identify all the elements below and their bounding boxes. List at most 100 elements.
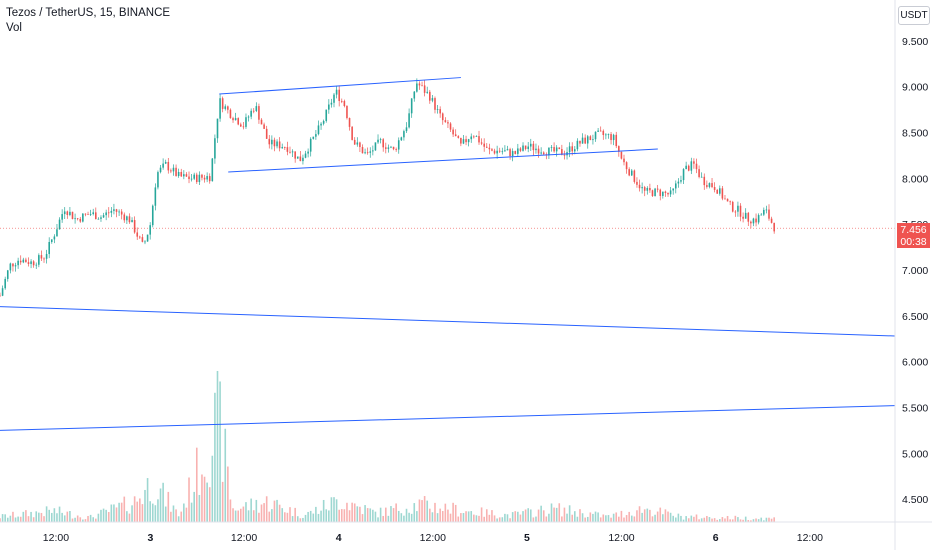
candle-body — [265, 128, 268, 139]
volume-bar — [643, 509, 646, 522]
volume-bar — [45, 506, 48, 522]
candle-body — [599, 130, 602, 132]
candle-body — [757, 215, 760, 223]
candle-body — [159, 167, 162, 173]
volume-bar — [537, 509, 540, 522]
candle-body — [462, 139, 465, 144]
candle-body — [682, 169, 685, 181]
volume-bar — [126, 511, 128, 522]
candle-body — [382, 139, 385, 148]
candle-body — [517, 148, 519, 154]
candle-body — [144, 241, 146, 243]
candle-body — [592, 139, 594, 141]
candle-body — [195, 174, 198, 183]
candle-body — [193, 174, 195, 179]
candle-body — [589, 136, 592, 141]
volume-bar — [737, 517, 739, 522]
volume-bar — [633, 516, 636, 522]
candle-body — [579, 140, 581, 144]
volume-bar — [734, 515, 737, 522]
candle-body — [506, 149, 509, 151]
volume-bar — [410, 513, 413, 522]
candle-body — [221, 98, 224, 109]
price-tick-label: 7.000 — [902, 265, 928, 277]
volume-bar — [742, 519, 744, 522]
trendlines[interactable] — [0, 77, 896, 431]
candle-body — [206, 176, 208, 180]
time-tick-label: 6 — [713, 532, 719, 544]
volume-bar — [460, 513, 462, 522]
candle-body — [447, 122, 449, 124]
volume-bar — [48, 509, 50, 522]
volume-bar — [325, 509, 328, 522]
candle-body — [498, 150, 501, 152]
candle-body — [667, 192, 669, 195]
volume-bar — [517, 511, 519, 522]
volume-bar — [384, 507, 387, 522]
candle-body — [216, 118, 219, 139]
volume-bar — [102, 508, 105, 522]
candle-body — [677, 181, 680, 184]
volume-bar — [312, 513, 315, 522]
candle-body — [245, 117, 247, 127]
volume-bar — [498, 517, 501, 522]
volume-bar — [465, 511, 467, 522]
candle-body — [630, 170, 633, 176]
candle-body — [325, 109, 328, 121]
volume-label: Vol — [6, 22, 22, 34]
volume-bar — [390, 506, 392, 522]
volume-bar — [664, 509, 667, 522]
volume-bar — [276, 499, 278, 522]
candle-body — [40, 255, 43, 259]
volume-bar — [599, 517, 602, 522]
candle-body — [514, 151, 517, 154]
candle-body — [198, 174, 201, 183]
volume-bar — [721, 517, 724, 522]
candle-body — [760, 214, 763, 216]
volume-bar — [473, 514, 475, 522]
volume-bar — [418, 499, 421, 522]
volume-bar — [0, 518, 1, 522]
volume-bar — [462, 513, 465, 522]
candle-body — [151, 205, 154, 226]
volume-bar — [89, 514, 92, 522]
volume-bar — [719, 519, 721, 522]
candle-body — [581, 137, 584, 144]
candle-body — [95, 212, 97, 220]
volume-bar — [636, 510, 638, 522]
volume-bar — [566, 513, 568, 522]
volume-bar — [553, 507, 555, 522]
candle-body — [561, 149, 563, 155]
candle-body — [136, 232, 139, 237]
time-axis[interactable]: 12:00 3 12:00 4 12:00 5 12:00 6 12:00 — [0, 521, 932, 544]
candle-body — [273, 139, 276, 147]
volume-bar — [320, 510, 322, 522]
volume-bar — [95, 518, 97, 522]
volume-bar — [408, 512, 410, 522]
candle-body — [45, 254, 48, 259]
candle-body — [97, 218, 100, 220]
volume-bar — [695, 514, 698, 522]
candle-body — [618, 146, 620, 152]
candle-body — [519, 148, 522, 151]
candle-body — [405, 127, 408, 132]
candle-body — [597, 130, 599, 132]
candle-body — [299, 156, 302, 162]
volume-bar — [291, 516, 294, 522]
volume-bar — [416, 511, 418, 522]
volume-bar — [340, 509, 343, 522]
candle-body — [524, 145, 527, 150]
candle-body — [392, 146, 395, 150]
candle-body — [255, 106, 258, 111]
candle-body — [649, 188, 651, 191]
currency-selector[interactable]: USDT — [898, 6, 930, 25]
candle-body — [343, 101, 346, 107]
volume-bar — [315, 506, 317, 522]
volume-bar — [708, 517, 711, 522]
volume-bar — [555, 507, 558, 522]
volume-bar — [25, 510, 27, 522]
volume-bar — [467, 511, 470, 522]
price-axis[interactable]: 9.5009.0008.5008.0007.5007.0006.5006.000… — [894, 0, 928, 550]
candle-body — [713, 187, 716, 190]
